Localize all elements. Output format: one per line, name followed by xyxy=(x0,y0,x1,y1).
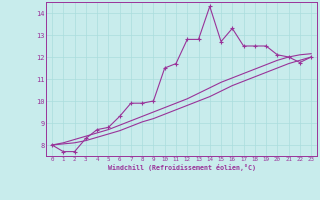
X-axis label: Windchill (Refroidissement éolien,°C): Windchill (Refroidissement éolien,°C) xyxy=(108,164,256,171)
